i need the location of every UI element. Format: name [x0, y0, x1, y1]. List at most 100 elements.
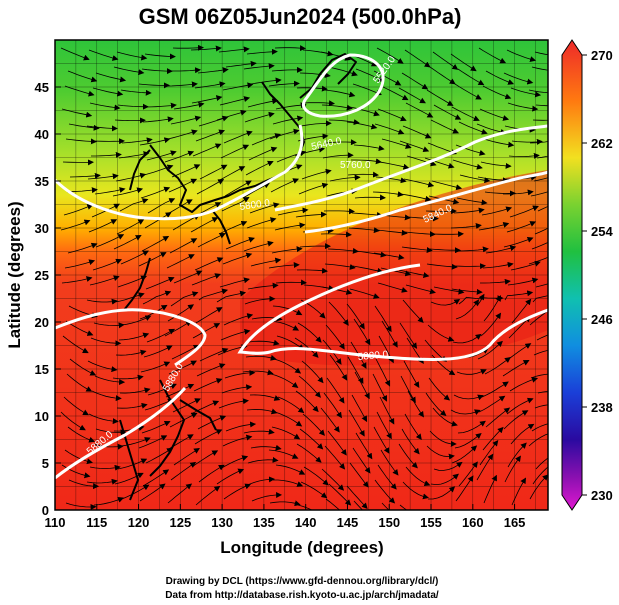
streamline	[191, 273, 222, 286]
streamline	[432, 231, 464, 238]
streamline	[191, 450, 219, 468]
streamline	[64, 85, 95, 97]
streamline	[270, 373, 299, 388]
streamline	[451, 445, 478, 464]
y-tick-label: 25	[35, 268, 49, 283]
streamline	[483, 138, 515, 148]
x-tick-label: 160	[462, 515, 484, 530]
streamline	[510, 87, 542, 98]
streamline	[429, 247, 461, 254]
streamline	[457, 246, 489, 253]
streamline	[355, 432, 373, 460]
streamline	[144, 212, 172, 229]
coastline	[119, 53, 357, 501]
streamline	[349, 288, 380, 299]
streamline	[114, 292, 145, 303]
streamline	[250, 257, 282, 267]
streamline	[299, 243, 331, 250]
streamline	[528, 256, 548, 265]
colorbar-tick-label: 262	[591, 136, 613, 151]
y-tick-label: 35	[35, 174, 49, 189]
streamline	[506, 221, 537, 233]
streamline	[276, 335, 305, 351]
streamline	[274, 222, 306, 231]
streamline	[65, 502, 97, 510]
streamline	[246, 48, 278, 55]
streamline	[351, 158, 382, 165]
streamline	[66, 373, 93, 392]
streamline	[88, 49, 119, 61]
streamline	[116, 402, 148, 409]
streamline	[301, 360, 324, 384]
streamline	[121, 315, 152, 326]
credit-drawing: Drawing by DCL (https://www.gfd-dennou.o…	[166, 576, 439, 587]
streamline	[300, 481, 328, 499]
streamline	[353, 500, 364, 510]
streamline	[67, 70, 98, 83]
streamline	[482, 261, 514, 269]
streamline	[225, 421, 257, 432]
streamline	[86, 478, 118, 485]
streamline	[198, 464, 225, 483]
streamline	[532, 295, 548, 303]
streamline	[450, 409, 481, 416]
streamline	[168, 360, 197, 375]
streamline	[535, 457, 548, 470]
streamline	[407, 215, 439, 222]
streamline	[246, 408, 278, 415]
streamline	[191, 95, 223, 104]
streamline	[67, 426, 96, 443]
streamline	[164, 320, 192, 337]
streamline	[246, 217, 277, 229]
streamline	[352, 265, 384, 274]
streamline	[216, 290, 247, 303]
streamline	[505, 343, 532, 362]
streamline	[121, 137, 153, 144]
streamline	[120, 437, 151, 447]
streamline	[62, 335, 89, 354]
streamline	[324, 89, 356, 98]
streamline	[530, 191, 548, 197]
streamline	[429, 430, 457, 447]
streamline	[454, 263, 486, 270]
streamline	[245, 354, 277, 361]
streamline	[173, 447, 200, 466]
streamline	[145, 276, 175, 290]
streamline	[320, 407, 340, 433]
streamline	[170, 115, 202, 125]
y-tick-label: 0	[42, 503, 49, 518]
streamline	[326, 377, 345, 404]
wind-streamlines	[60, 44, 548, 510]
streamline	[346, 485, 368, 510]
streamline	[220, 144, 250, 159]
colorbar-tick-label: 238	[591, 400, 613, 415]
streamline	[167, 304, 195, 322]
streamline	[372, 191, 404, 198]
streamline	[327, 66, 358, 77]
streamline	[139, 137, 171, 146]
streamline	[247, 282, 279, 290]
streamline	[218, 46, 250, 53]
streamline	[92, 87, 124, 97]
streamline	[353, 318, 371, 346]
streamline	[325, 139, 357, 146]
streamline	[531, 242, 548, 250]
map-title: GSM 06Z05Jun2024 (500.0hPa)	[139, 4, 462, 29]
streamline	[403, 178, 435, 188]
streamline	[93, 138, 125, 145]
streamline	[113, 66, 145, 76]
streamline	[451, 106, 480, 122]
streamline	[223, 130, 253, 144]
streamline	[247, 456, 279, 464]
streamline	[224, 369, 256, 379]
streamline	[115, 349, 147, 356]
streamline	[433, 104, 462, 120]
streamline	[220, 328, 251, 341]
streamline	[274, 45, 306, 52]
streamline	[296, 443, 322, 463]
streamline	[398, 269, 430, 279]
y-tick-label: 30	[35, 221, 49, 236]
streamline	[348, 409, 365, 437]
streamline	[380, 85, 409, 101]
streamline	[196, 363, 226, 377]
